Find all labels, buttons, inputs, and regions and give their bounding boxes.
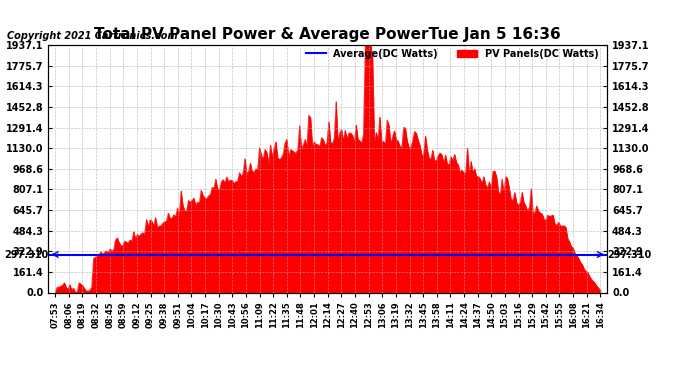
Legend: Average(DC Watts), PV Panels(DC Watts): Average(DC Watts), PV Panels(DC Watts) — [302, 45, 602, 63]
Text: 297.310: 297.310 — [4, 249, 48, 259]
Text: Copyright 2021 Cartronics.com: Copyright 2021 Cartronics.com — [7, 32, 177, 41]
Text: 297.310: 297.310 — [607, 249, 651, 259]
Title: Total PV Panel Power & Average PowerTue Jan 5 16:36: Total PV Panel Power & Average PowerTue … — [95, 27, 561, 42]
